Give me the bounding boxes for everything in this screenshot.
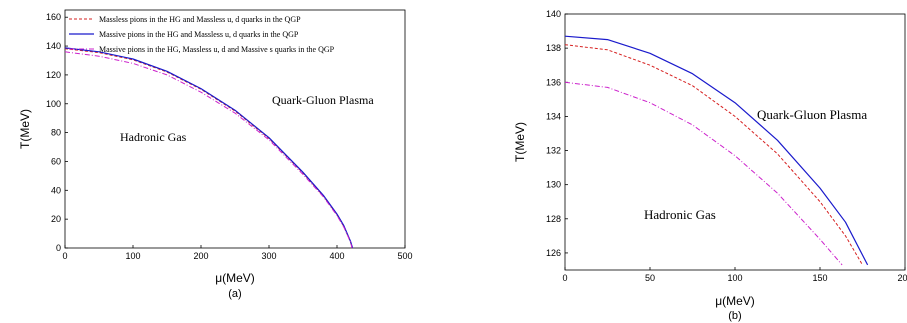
panel-a-series-2-line: [64, 51, 353, 249]
panel-b-label: (b): [728, 310, 741, 322]
panel-a-label: (a): [228, 288, 241, 300]
panel-b-x-tick-label: 0: [562, 273, 567, 283]
panel-a-x-tick-label: 200: [193, 251, 208, 261]
panel-b-qgp-label: Quark-Gluon Plasma: [757, 107, 867, 122]
panel-a-y-tick-label: 160: [46, 12, 61, 22]
panel-a-series-1-line: [64, 47, 354, 249]
panel-b-y-tick-label: 132: [546, 146, 561, 156]
panel-a-x-tick-label: 0: [62, 251, 67, 261]
panel-a-lines: [64, 47, 354, 249]
panel-a-y-tick-label: 100: [46, 99, 61, 109]
panel-a-series-0-line: [64, 48, 353, 249]
panel-b-series-0-line: [564, 44, 863, 266]
panel-a-y-tick-label: 120: [46, 70, 61, 80]
panel-b-series-1-line: [564, 35, 869, 266]
panel-a-y-tick-label: 80: [51, 128, 61, 138]
panel-a-y-tick-label: 20: [51, 214, 61, 224]
panel-a-y-tick-label: 0: [56, 243, 61, 253]
panel-b-lines: [564, 35, 869, 266]
panel-b-y-tick-label: 140: [546, 9, 561, 19]
panel-b-series-2-line: [564, 81, 843, 266]
panel-b-y-tick-label: 134: [546, 111, 561, 121]
panel-b-y-tick-label: 128: [546, 214, 561, 224]
panel-a-hg-label: Hadronic Gas: [120, 130, 187, 144]
panel-b-y-tick-label: 126: [546, 248, 561, 258]
panel-a-y-axis-label: T(MeV): [18, 109, 32, 149]
panel-a-legend: Massless pions in the HG and Massless u,…: [69, 15, 335, 54]
panel-b-hg-label: Hadronic Gas: [644, 207, 716, 222]
panel-b-x-tick-label: 200: [897, 273, 907, 283]
legend-entry-massive: Massive pions in the HG and Massless u, …: [99, 30, 299, 39]
panel-a-frame: [64, 9, 406, 249]
panel-a: 0 100 200 300 400 500 0 20 40 60 80 100 120 140 160 Qu…: [18, 9, 413, 300]
panel-a-ticks: 0 100 200 300 400 500 0 20 40 60 80 100 120 140 160: [46, 12, 413, 261]
panel-b-y-axis-label: T(MeV): [513, 122, 527, 162]
panel-a-qgp-label: Quark-Gluon Plasma: [272, 93, 374, 107]
panel-b-y-tick-label: 138: [546, 43, 561, 53]
panel-b-y-tick-label: 136: [546, 77, 561, 87]
legend-entry-strange: Massive pions in the HG, Massless u, d a…: [99, 45, 335, 54]
panel-a-x-tick-label: 100: [125, 251, 140, 261]
panel-a-x-tick-label: 300: [261, 251, 276, 261]
panel-b-x-tick-label: 150: [812, 273, 827, 283]
panel-a-x-tick-label: 400: [329, 251, 344, 261]
panel-b-x-tick-label: 50: [645, 273, 655, 283]
panel-b: 0 50 100 150 200 126 128 130 132 134 136 138 140 Qua…: [513, 9, 907, 322]
panel-b-x-tick-label: 100: [727, 273, 742, 283]
panel-a-x-axis-label: μ(MeV): [215, 271, 255, 285]
panel-b-x-axis-label: μ(MeV): [715, 294, 755, 308]
panel-b-y-tick-label: 130: [546, 180, 561, 190]
panel-a-x-tick-label: 500: [397, 251, 412, 261]
panel-a-y-tick-label: 40: [51, 185, 61, 195]
legend-entry-massless: Massless pions in the HG and Massless u,…: [99, 15, 301, 24]
panel-a-y-tick-label: 140: [46, 41, 61, 51]
panel-a-y-tick-label: 60: [51, 156, 61, 166]
panel-b-ticks: 0 50 100 150 200 126 128 130 132 134 136 138 140: [546, 9, 907, 283]
